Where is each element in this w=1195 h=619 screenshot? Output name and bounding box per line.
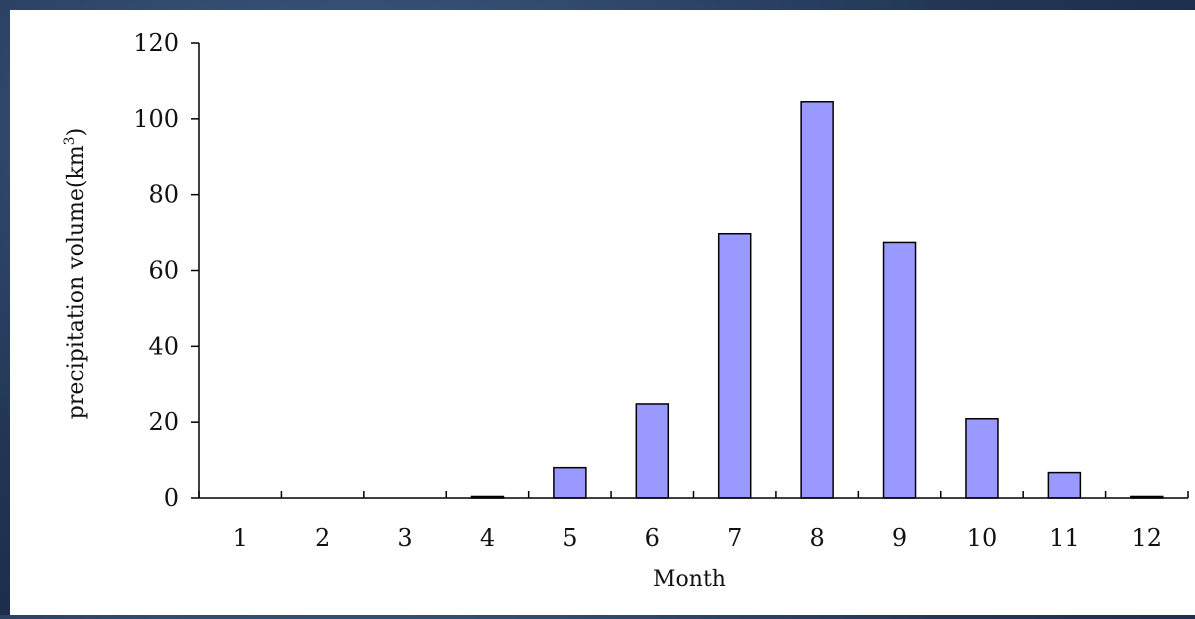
x-tick-label: 11 <box>1049 524 1080 552</box>
x-tick-label: 10 <box>967 524 998 552</box>
y-tick-label: 60 <box>148 257 179 285</box>
x-axis-label: Month <box>653 567 726 592</box>
y-axis-label-superscript: 3 <box>62 136 78 145</box>
y-axis-label: precipitation volume(km3) <box>62 128 89 419</box>
bars <box>470 101 1164 499</box>
x-tick-label: 3 <box>397 524 412 552</box>
bar-month-5 <box>553 466 587 499</box>
x-tick-label: 2 <box>315 524 330 552</box>
x-tick-label: 12 <box>1132 524 1163 552</box>
y-tick-label: 100 <box>133 105 179 133</box>
y-tick-label: 0 <box>164 484 179 512</box>
x-tick-label: 9 <box>892 524 907 552</box>
bar-month-6 <box>635 403 670 499</box>
x-tick-labels: 1 2 3 4 5 6 7 8 9 10 11 12 <box>233 524 1162 552</box>
y-axis-label-text: precipitation volume(km <box>64 145 89 419</box>
bar-month-11 <box>1047 471 1082 499</box>
x-tick-marks <box>198 491 1189 498</box>
x-tick-label: 6 <box>645 524 660 552</box>
x-tick-label: 8 <box>809 524 824 552</box>
chart-panel: 0 20 40 60 80 100 120 1 2 3 4 5 6 7 8 9 10 11 12 Month pr… <box>10 10 1195 615</box>
x-tick-label: 4 <box>480 524 495 552</box>
x-tick-label: 5 <box>562 524 577 552</box>
y-tick-marks <box>191 42 199 499</box>
bar-month-7 <box>717 232 752 499</box>
x-tick-label: 1 <box>233 524 248 552</box>
bar-month-8 <box>800 101 834 499</box>
bar-month-10 <box>965 418 999 499</box>
y-axis-label-close: ) <box>64 128 89 137</box>
y-tick-label: 20 <box>148 408 179 436</box>
y-tick-label: 120 <box>133 29 179 57</box>
y-tick-labels: 0 20 40 60 80 100 120 <box>133 29 179 512</box>
y-tick-label: 40 <box>148 332 179 360</box>
bar-month-9 <box>882 241 917 499</box>
x-tick-label: 7 <box>727 524 742 552</box>
y-tick-label: 80 <box>148 181 179 209</box>
